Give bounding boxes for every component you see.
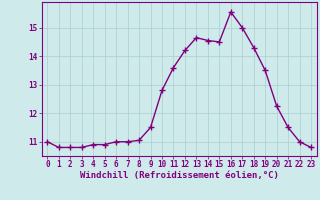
X-axis label: Windchill (Refroidissement éolien,°C): Windchill (Refroidissement éolien,°C) <box>80 171 279 180</box>
